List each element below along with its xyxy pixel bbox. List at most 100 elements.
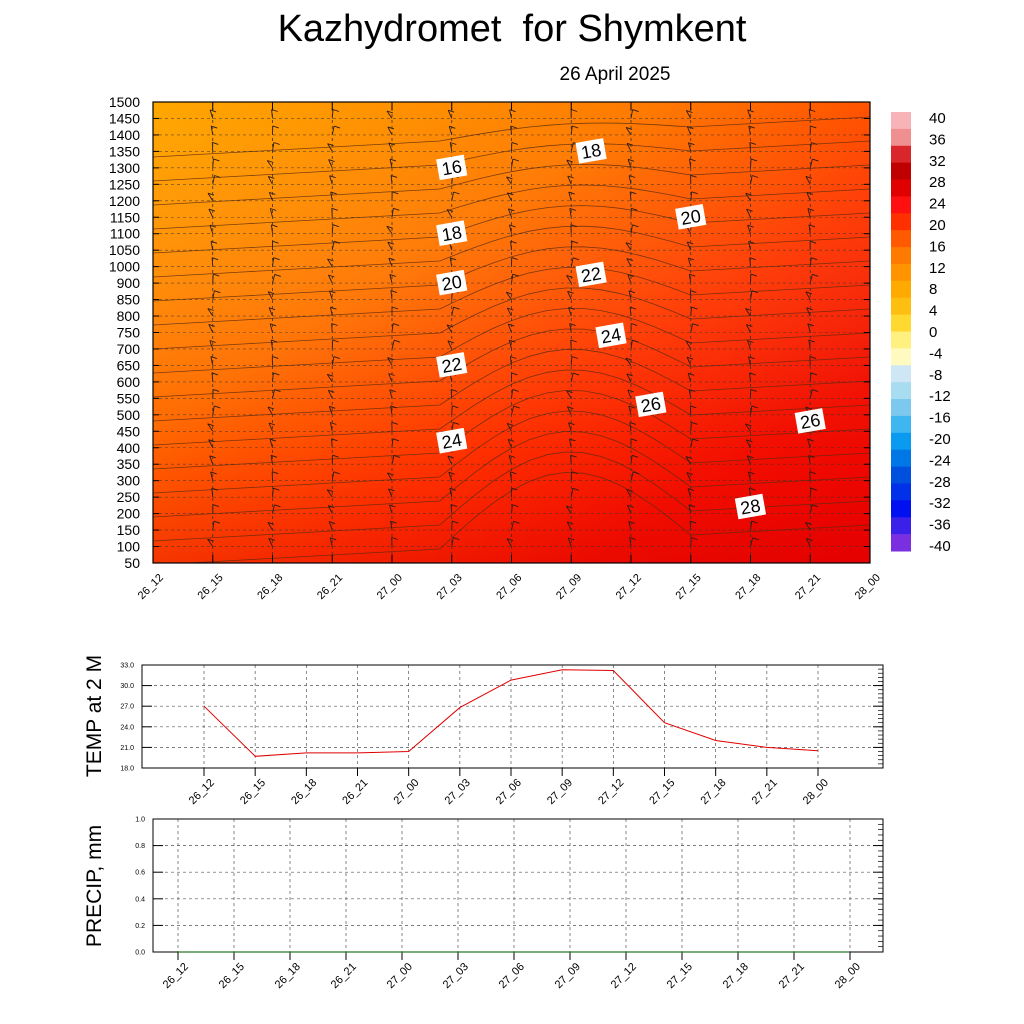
wind-barb [388,488,393,498]
wind-barb-flag [631,207,638,211]
colorbar-label: -8 [929,367,942,384]
wind-barb [268,422,273,432]
wind-barb-flag [631,323,638,326]
wind-barb-flag [688,504,696,508]
wind-barb-flag [268,537,275,541]
colorbar-swatch [891,534,911,552]
colorbar-swatch [891,517,911,535]
wind-barb-flag [506,422,514,426]
wind-barb-flag [806,307,813,311]
wind-barb [329,422,333,432]
wind-barb-flag [208,323,215,327]
heat-ytick-label: 1500 [109,94,140,110]
wind-barb [387,241,393,251]
wind-barb [805,291,811,300]
contour-label-text: 22 [580,263,603,286]
wind-barb-flag [212,141,219,145]
wind-barb-flag [746,324,753,327]
heatmap-grid [153,102,870,563]
wind-barb [209,225,214,234]
wind-barb [626,143,632,152]
wind-barb-flag [274,273,281,277]
wind-barb-flag [512,273,519,277]
contour-label-box [436,269,468,296]
wind-barb-flag [752,537,759,541]
colorbar-swatch [891,399,911,417]
wind-barb [627,389,632,399]
wind-barb-flag [690,290,697,294]
heat-ytick-label: 750 [117,325,141,341]
precip-x-axis: 26_12 26_15 26_18 26_21 27_00 27_03 27_06 27_09… [161,952,863,991]
contour-label-text: 22 [440,354,463,377]
wind-barb [329,175,333,185]
wind-barb-flag [569,438,576,442]
colorbar-label: 16 [929,238,946,255]
wind-barb [626,489,632,498]
wind-barb [327,390,333,399]
colorbar-swatch [891,466,911,484]
heat-ytick-label: 1050 [109,242,140,258]
wind-barb-flag [690,405,697,409]
temp-xtick-label: 26_18 [289,777,319,807]
wind-barb [567,291,572,300]
wind-barb [390,405,393,415]
heat-ytick-label: 50 [124,555,140,571]
wind-barb-flag [332,339,339,343]
wind-barb [328,521,333,531]
colorbar-label: -12 [929,388,951,405]
wind-barb-flag [811,504,819,508]
wind-barb [626,258,632,267]
colorbar-swatch [891,432,911,451]
wind-barb [207,308,214,317]
wind-barb-flag [386,225,393,229]
wind-barb [745,192,751,202]
temp-xtick-label: 26_15 [238,777,268,807]
wind-barb-flag [691,421,698,425]
wind-barb [209,340,214,350]
heat-ytick-label: 800 [117,308,141,324]
wind-barb-flag [691,306,698,310]
temp-xtick-label: 27_03 [443,777,473,807]
wind-barb [566,521,572,531]
temp-ytick-label: 24.0 [120,724,134,731]
wind-barb-flag [388,142,396,146]
prec-xtick-label: 26_15 [217,961,247,991]
wind-barb-flag [273,372,280,376]
wind-barb [509,356,512,366]
prec-xtick-label: 27_09 [553,961,583,991]
wind-barb-flag [329,405,336,409]
wind-barb [449,488,453,498]
wind-barb-flag [272,125,279,129]
wind-barb [209,455,214,465]
temp-xtick-label: 28_00 [801,777,831,807]
temp-xtick-label: 27_18 [698,777,728,807]
temp-xtick-label: 27_06 [494,777,524,807]
wind-barb [628,405,632,415]
wind-barb-flag [273,257,280,261]
heat-xtick-label: 27_06 [494,572,524,602]
wind-barb [745,308,751,317]
wind-barb [328,159,333,169]
colorbar-swatch [891,297,911,316]
wind-barb-flag [632,339,639,343]
contour-label-box [436,352,468,378]
wind-barb [626,373,632,383]
contour-labels: 16 18 20 22 24 18 22 24 20 26 28 26 [436,138,826,520]
colorbar-swatch [891,314,911,332]
heat-xtick-label: 26_18 [255,572,285,602]
wind-barb-flag [509,109,516,113]
wind-barb-flag [809,355,817,359]
heat-ytick-label: 700 [117,341,141,357]
wind-barb-flag [511,372,518,376]
wind-barb [625,242,632,251]
wind-barb-flag [391,421,398,425]
wind-barb [685,340,692,350]
contour-label-text: 20 [679,206,702,229]
prec-ytick-label: 1.0 [135,817,145,824]
wind-barb [327,258,333,267]
wind-barb-flag [330,422,337,425]
wind-barb-flag [509,224,516,228]
wind-barb-flag [211,125,218,129]
prec-xtick-label: 26_12 [161,961,191,991]
wind-barb-flag [572,257,580,261]
